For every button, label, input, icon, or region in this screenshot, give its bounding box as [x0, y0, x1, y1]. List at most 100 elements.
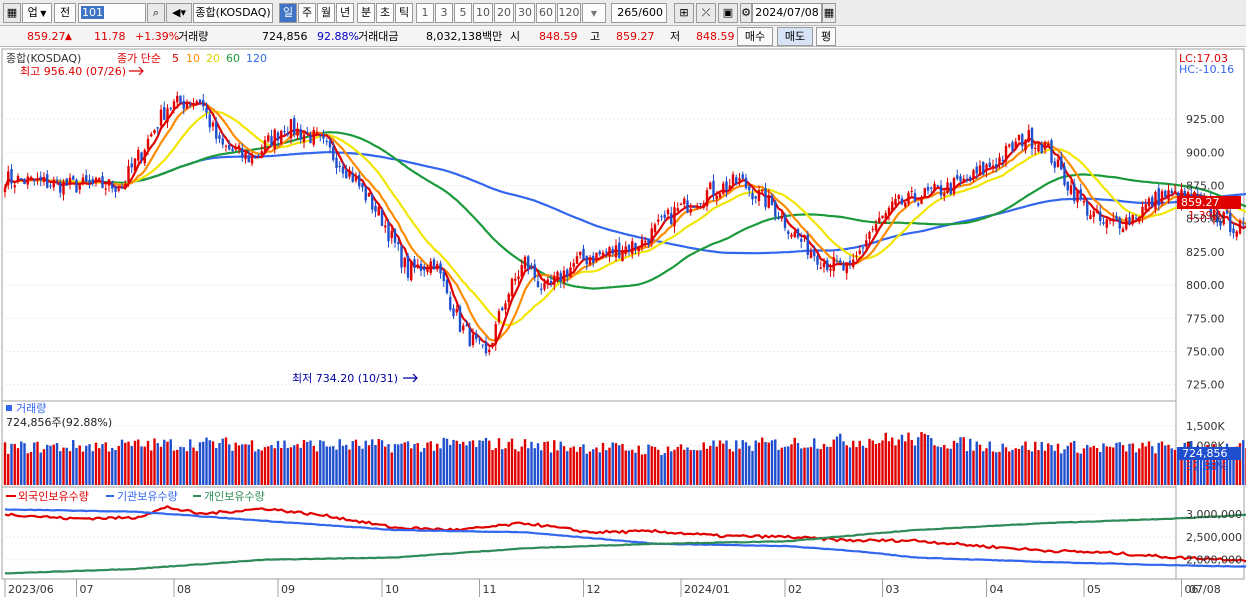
volume-bar	[842, 441, 845, 485]
volume-bar	[501, 449, 504, 485]
candle-body	[1017, 134, 1021, 140]
prev-button[interactable]: 전	[54, 3, 76, 23]
candle-body	[1027, 130, 1030, 142]
candle-body	[1167, 190, 1170, 200]
eval-button[interactable]: 평	[816, 27, 836, 46]
volume-bar	[634, 452, 637, 485]
tab-week[interactable]: 주	[298, 3, 316, 23]
gear-icon[interactable]: ⚙	[740, 3, 752, 23]
volume-bar	[312, 445, 315, 485]
volume-bar	[1212, 444, 1216, 485]
x-axis-label: 10	[385, 583, 399, 596]
candle-body	[858, 250, 861, 254]
volume-bar	[504, 448, 507, 485]
candle-body	[211, 122, 215, 127]
main-toolbar: ▦ 업 ▼ 전 101 ⌕ ◀▾ 종합(KOSDAQ) 일 주 월 년 분 초 …	[0, 0, 1246, 26]
volume-bar	[1053, 450, 1056, 485]
tab-year[interactable]: 년	[336, 3, 354, 23]
volume-bar	[660, 454, 663, 485]
interval-20[interactable]: 20	[494, 3, 514, 23]
volume-bar	[159, 446, 163, 485]
volume-bar	[65, 447, 68, 485]
candle-body	[748, 186, 751, 191]
buy-button[interactable]: 매수	[737, 27, 773, 46]
sell-button[interactable]: 매도	[777, 27, 813, 46]
candle-body	[959, 176, 962, 182]
low-label: 저	[670, 30, 681, 43]
volume-bar	[943, 444, 946, 485]
candle-body	[150, 134, 153, 137]
volume-bar	[543, 442, 546, 485]
market-select[interactable]: 업 ▼	[22, 3, 52, 23]
candle-body	[501, 307, 504, 311]
chart-type-icon[interactable]: ▦	[3, 3, 21, 23]
stock-chart[interactable]: 925.00 900.00 875.00 850.00 825.00 800.00 775.…	[0, 48, 1246, 603]
volume-bar	[523, 439, 527, 485]
tab-month[interactable]: 월	[317, 3, 335, 23]
volume-bar	[702, 442, 705, 485]
volume-bar	[751, 450, 754, 485]
volume-bar	[176, 449, 179, 485]
candle-body	[627, 245, 631, 252]
interval-dropdown[interactable]: ▼	[582, 3, 606, 23]
save-icon[interactable]: ▣	[718, 3, 738, 23]
interval-10[interactable]: 10	[473, 3, 493, 23]
candle-body	[894, 199, 897, 206]
institution-holdings-line	[4, 508, 1246, 568]
quote-price: 859.27	[27, 30, 66, 43]
tool-a-icon[interactable]: ⊞	[674, 3, 694, 23]
candle-body	[172, 101, 176, 109]
volume-bar	[117, 445, 120, 485]
tab-second[interactable]: 초	[376, 3, 394, 23]
tab-day[interactable]: 일	[279, 3, 297, 23]
volume-bar	[371, 439, 374, 485]
candle-body	[715, 195, 718, 200]
volume-bar	[605, 450, 608, 485]
tab-tick[interactable]: 틱	[395, 3, 413, 23]
interval-30[interactable]: 30	[515, 3, 535, 23]
volume-bar	[611, 442, 614, 485]
candle-body	[1147, 198, 1151, 207]
volume-bar	[595, 447, 598, 485]
speaker-icon[interactable]: ◀▾	[166, 3, 192, 23]
candle-body	[455, 309, 458, 313]
candle-body	[146, 138, 150, 150]
volume-bar	[465, 445, 468, 485]
candle-body	[754, 196, 757, 199]
candle-body	[621, 251, 624, 262]
volume-bar	[16, 448, 20, 485]
candle-body	[1079, 189, 1082, 200]
volume-bar	[481, 440, 484, 485]
interval-1[interactable]: 1	[416, 3, 434, 23]
candle-body	[374, 205, 377, 212]
ma60-label: 60	[226, 52, 240, 65]
volume-bar	[1021, 445, 1024, 485]
candle-body	[624, 246, 627, 254]
candle-body	[1050, 140, 1053, 163]
code-input[interactable]: 101	[78, 3, 146, 23]
interval-120[interactable]: 120	[557, 3, 581, 23]
volume-bar	[1108, 446, 1112, 485]
tool-b-icon[interactable]: ⤫	[696, 3, 716, 23]
candle-body	[244, 152, 247, 160]
tab-minute[interactable]: 분	[357, 3, 375, 23]
volume-bar	[783, 446, 787, 485]
count-input[interactable]: 265/600	[611, 3, 667, 23]
ma120-label: 120	[246, 52, 267, 65]
interval-60[interactable]: 60	[536, 3, 556, 23]
interval-3[interactable]: 3	[435, 3, 453, 23]
search-icon[interactable]: ⌕	[147, 3, 165, 23]
volume-bar	[202, 441, 205, 485]
volume-bar	[1063, 449, 1066, 485]
calendar-icon[interactable]: ▦	[822, 3, 836, 23]
interval-5[interactable]: 5	[454, 3, 472, 23]
candle-body	[49, 185, 52, 187]
volume-bar	[1001, 443, 1004, 485]
candle-body	[592, 255, 595, 263]
candle-body	[257, 155, 260, 157]
candle-body	[722, 183, 725, 195]
volume-bar	[72, 440, 75, 485]
candle-body	[848, 261, 852, 264]
date-input[interactable]: 2024/07/08	[752, 3, 822, 23]
candle-body	[718, 193, 722, 198]
